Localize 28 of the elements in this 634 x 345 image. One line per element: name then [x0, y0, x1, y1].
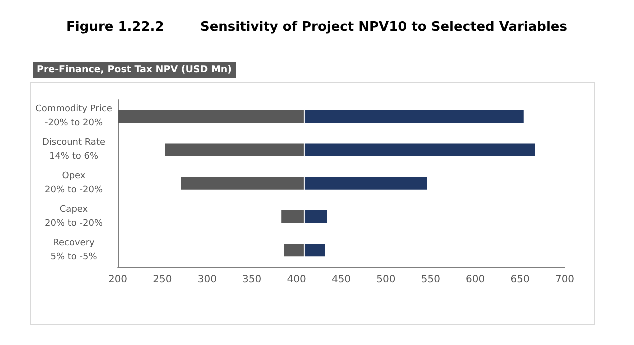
- x-tick-label: 400: [287, 274, 306, 286]
- x-tick-label: 550: [421, 274, 440, 286]
- bar: [165, 144, 304, 156]
- x-tick-label: 600: [466, 274, 486, 286]
- bar: [304, 144, 536, 156]
- y-tick-label: Discount Rate 14% to 6%: [42, 138, 106, 162]
- bar: [181, 177, 304, 190]
- y-tick-label: Recovery 5% to -5%: [50, 238, 98, 262]
- x-tick-label: 500: [376, 274, 396, 286]
- bar: [304, 244, 326, 257]
- bar: [304, 110, 524, 124]
- y-tick-label: Opex 20% to -20%: [44, 172, 104, 196]
- bar: [282, 210, 304, 224]
- bar: [118, 110, 304, 124]
- x-tick-label: 200: [108, 274, 128, 286]
- x-tick-label: 700: [555, 274, 575, 286]
- y-tick-label: Commodity Price -20% to 20%: [36, 104, 113, 129]
- bar: [304, 210, 328, 224]
- x-tick-label: 650: [510, 274, 530, 286]
- x-tick-label: 300: [198, 274, 217, 286]
- x-tick-label: 450: [332, 274, 352, 286]
- bar: [284, 244, 304, 257]
- chart-title: Figure 1.22.2 Sensitivity of Project NPV10 to Selected Variables: [66, 20, 568, 35]
- chart-subtitle: Pre-Finance, Post Tax NPV (USD Mn): [37, 64, 232, 76]
- x-tick-label: 250: [153, 274, 172, 286]
- bar: [304, 177, 428, 190]
- y-tick-label: Capex 20% to -20%: [44, 204, 104, 229]
- x-tick-label: 350: [242, 274, 262, 286]
